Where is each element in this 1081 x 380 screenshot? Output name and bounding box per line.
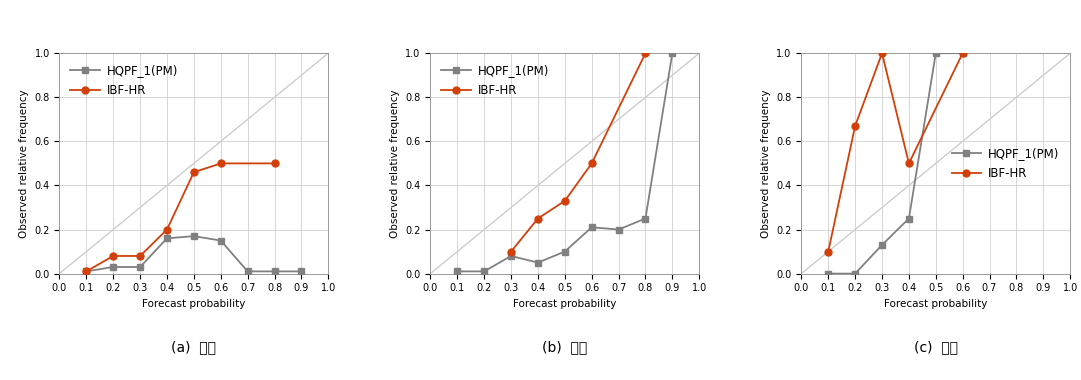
IBF-HR <box>214 161 227 166</box>
HQPF_1(PM) <box>187 234 200 238</box>
X-axis label: Forecast probability: Forecast probability <box>513 299 616 309</box>
HQPF_1(PM) <box>214 238 227 243</box>
Line: IBF-HR: IBF-HR <box>83 160 278 275</box>
IBF-HR <box>558 199 571 203</box>
Title: (b)  교통: (b) 교통 <box>543 340 587 354</box>
HQPF_1(PM) <box>295 269 308 274</box>
IBF-HR <box>160 227 173 232</box>
Y-axis label: Observed relative frequency: Observed relative frequency <box>18 89 29 238</box>
HQPF_1(PM) <box>666 51 679 55</box>
HQPF_1(PM) <box>478 269 491 274</box>
Title: (c)  시설: (c) 시설 <box>913 340 958 354</box>
X-axis label: Forecast probability: Forecast probability <box>884 299 987 309</box>
Title: (a)  보행: (a) 보행 <box>172 340 216 354</box>
IBF-HR <box>268 161 281 166</box>
IBF-HR <box>903 161 916 166</box>
HQPF_1(PM) <box>849 271 862 276</box>
HQPF_1(PM) <box>451 269 464 274</box>
HQPF_1(PM) <box>532 260 545 265</box>
HQPF_1(PM) <box>241 269 254 274</box>
HQPF_1(PM) <box>957 51 970 55</box>
IBF-HR <box>505 249 518 254</box>
HQPF_1(PM) <box>134 265 147 269</box>
Legend: HQPF_1(PM), IBF-HR: HQPF_1(PM), IBF-HR <box>437 59 553 101</box>
IBF-HR <box>532 216 545 221</box>
HQPF_1(PM) <box>585 225 598 230</box>
HQPF_1(PM) <box>160 236 173 241</box>
IBF-HR <box>187 170 200 174</box>
IBF-HR <box>639 51 652 55</box>
Line: HQPF_1(PM): HQPF_1(PM) <box>454 50 676 275</box>
Line: IBF-HR: IBF-HR <box>825 50 966 255</box>
X-axis label: Forecast probability: Forecast probability <box>143 299 245 309</box>
Line: HQPF_1(PM): HQPF_1(PM) <box>83 233 305 275</box>
HQPF_1(PM) <box>505 254 518 258</box>
HQPF_1(PM) <box>930 51 943 55</box>
HQPF_1(PM) <box>822 271 835 276</box>
HQPF_1(PM) <box>876 243 889 247</box>
IBF-HR <box>80 269 93 274</box>
HQPF_1(PM) <box>558 249 571 254</box>
Line: IBF-HR: IBF-HR <box>508 50 649 255</box>
HQPF_1(PM) <box>903 216 916 221</box>
Y-axis label: Observed relative frequency: Observed relative frequency <box>390 89 400 238</box>
Legend: HQPF_1(PM), IBF-HR: HQPF_1(PM), IBF-HR <box>65 59 183 101</box>
IBF-HR <box>134 254 147 258</box>
IBF-HR <box>585 161 598 166</box>
HQPF_1(PM) <box>107 265 120 269</box>
HQPF_1(PM) <box>639 216 652 221</box>
Legend: HQPF_1(PM), IBF-HR: HQPF_1(PM), IBF-HR <box>947 142 1065 185</box>
Line: HQPF_1(PM): HQPF_1(PM) <box>825 50 966 277</box>
IBF-HR <box>849 124 862 128</box>
Y-axis label: Observed relative frequency: Observed relative frequency <box>761 89 771 238</box>
HQPF_1(PM) <box>268 269 281 274</box>
IBF-HR <box>957 51 970 55</box>
IBF-HR <box>107 254 120 258</box>
IBF-HR <box>876 51 889 55</box>
HQPF_1(PM) <box>612 227 625 232</box>
HQPF_1(PM) <box>80 269 93 274</box>
IBF-HR <box>822 249 835 254</box>
